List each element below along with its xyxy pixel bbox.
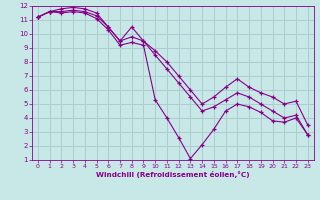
X-axis label: Windchill (Refroidissement éolien,°C): Windchill (Refroidissement éolien,°C) [96, 171, 250, 178]
